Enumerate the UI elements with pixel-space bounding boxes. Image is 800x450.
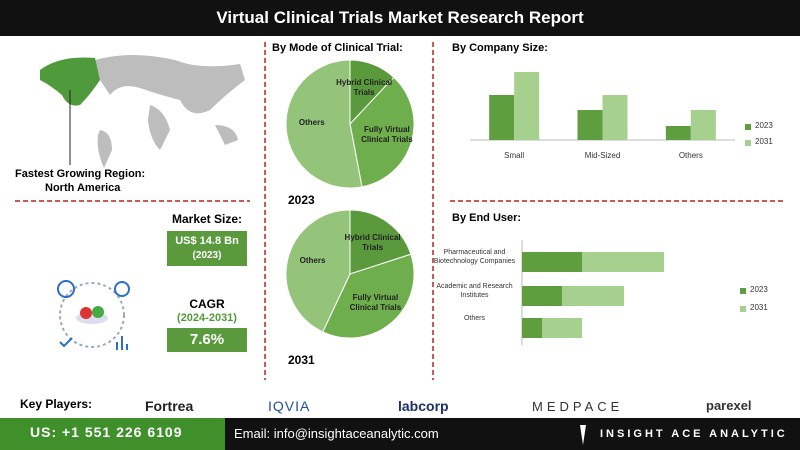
chart-title: By End User: bbox=[452, 212, 522, 224]
slice-label: Fully Virtual Clinical Trials bbox=[349, 292, 402, 312]
chart-title: By Mode of Clinical Trial: bbox=[272, 42, 403, 54]
bar-segment bbox=[522, 252, 582, 272]
pie-slice bbox=[349, 76, 415, 188]
legend-swatch bbox=[745, 124, 751, 130]
bar bbox=[665, 126, 691, 140]
bar-segment bbox=[522, 318, 542, 338]
title: Virtual Clinical Trials Market Research … bbox=[216, 8, 584, 27]
phone: US: +1 551 226 6109 bbox=[30, 424, 183, 440]
x-tick-label: Others bbox=[679, 151, 703, 160]
legend-swatch bbox=[740, 288, 746, 294]
world-map bbox=[40, 55, 245, 168]
cagr-box bbox=[167, 328, 247, 352]
pie-year: 2023 bbox=[288, 193, 315, 207]
region-label: Fastest Growing Region: bbox=[15, 168, 146, 180]
pie-slice bbox=[322, 253, 415, 339]
slice-label: Others bbox=[299, 255, 326, 265]
bar-segment bbox=[582, 252, 664, 272]
brand-icon bbox=[580, 425, 586, 445]
region-value: North America bbox=[45, 182, 121, 194]
pie-slice bbox=[285, 59, 363, 189]
legend-swatch bbox=[740, 306, 746, 312]
x-tick-label: Mid-Sized bbox=[585, 151, 621, 160]
player: MEDPACE bbox=[532, 399, 624, 414]
market-size-year: (2023) bbox=[192, 250, 222, 261]
brand: INSIGHT ACE ANALYTIC bbox=[600, 428, 788, 440]
y-tick-label: Academic and Research Institutes bbox=[436, 283, 513, 299]
icons bbox=[57, 280, 130, 350]
cagr-value: 7.6% bbox=[189, 331, 225, 348]
market-size-value: US$ 14.8 Bn bbox=[175, 235, 239, 247]
bar bbox=[690, 110, 716, 140]
legend-label: 2031 bbox=[750, 303, 768, 312]
market-size-box bbox=[167, 231, 247, 266]
player: IQVIA bbox=[268, 398, 311, 414]
slice-label: Hybrid Clinical Trials bbox=[336, 78, 393, 98]
y-tick-label: Pharmaceutical and Biotechnology Compani… bbox=[433, 249, 516, 265]
cagr-period: (2024-2031) bbox=[177, 312, 237, 324]
x-tick-label: Small bbox=[504, 151, 524, 160]
bar-segment bbox=[562, 286, 624, 306]
slice-label: Fully Virtual Clinical Trials bbox=[361, 124, 413, 144]
bar-segment bbox=[542, 318, 582, 338]
player: parexel bbox=[706, 398, 752, 413]
pie-year: 2031 bbox=[288, 353, 315, 367]
legend-label: 2031 bbox=[755, 137, 773, 146]
cagr-label: CAGR bbox=[189, 297, 225, 311]
bar bbox=[514, 72, 540, 140]
bar bbox=[489, 95, 515, 140]
bar bbox=[577, 110, 603, 140]
slice-label: Others bbox=[298, 117, 325, 127]
player: labcorp bbox=[398, 398, 449, 414]
key-players-label: Key Players: bbox=[20, 397, 93, 411]
bar bbox=[602, 95, 628, 140]
slice-label: Hybrid Clinical Trials bbox=[344, 232, 401, 252]
email-bar bbox=[225, 418, 800, 450]
phone-bar bbox=[0, 418, 225, 450]
legend-label: 2023 bbox=[750, 285, 768, 294]
dividers bbox=[15, 42, 785, 380]
email: Email: info@insightaceanalytic.com bbox=[234, 426, 439, 441]
chart-title: By Company Size: bbox=[452, 42, 548, 54]
title-bar bbox=[0, 0, 800, 36]
pie-slice bbox=[349, 209, 412, 275]
pie-slice bbox=[285, 209, 351, 333]
legend-swatch bbox=[745, 140, 751, 146]
y-tick-label: Others bbox=[463, 315, 485, 322]
player: Fortrea bbox=[145, 398, 194, 414]
bar-segment bbox=[522, 286, 562, 306]
market-size-label: Market Size: bbox=[171, 212, 243, 226]
legend-label: 2023 bbox=[755, 121, 773, 130]
